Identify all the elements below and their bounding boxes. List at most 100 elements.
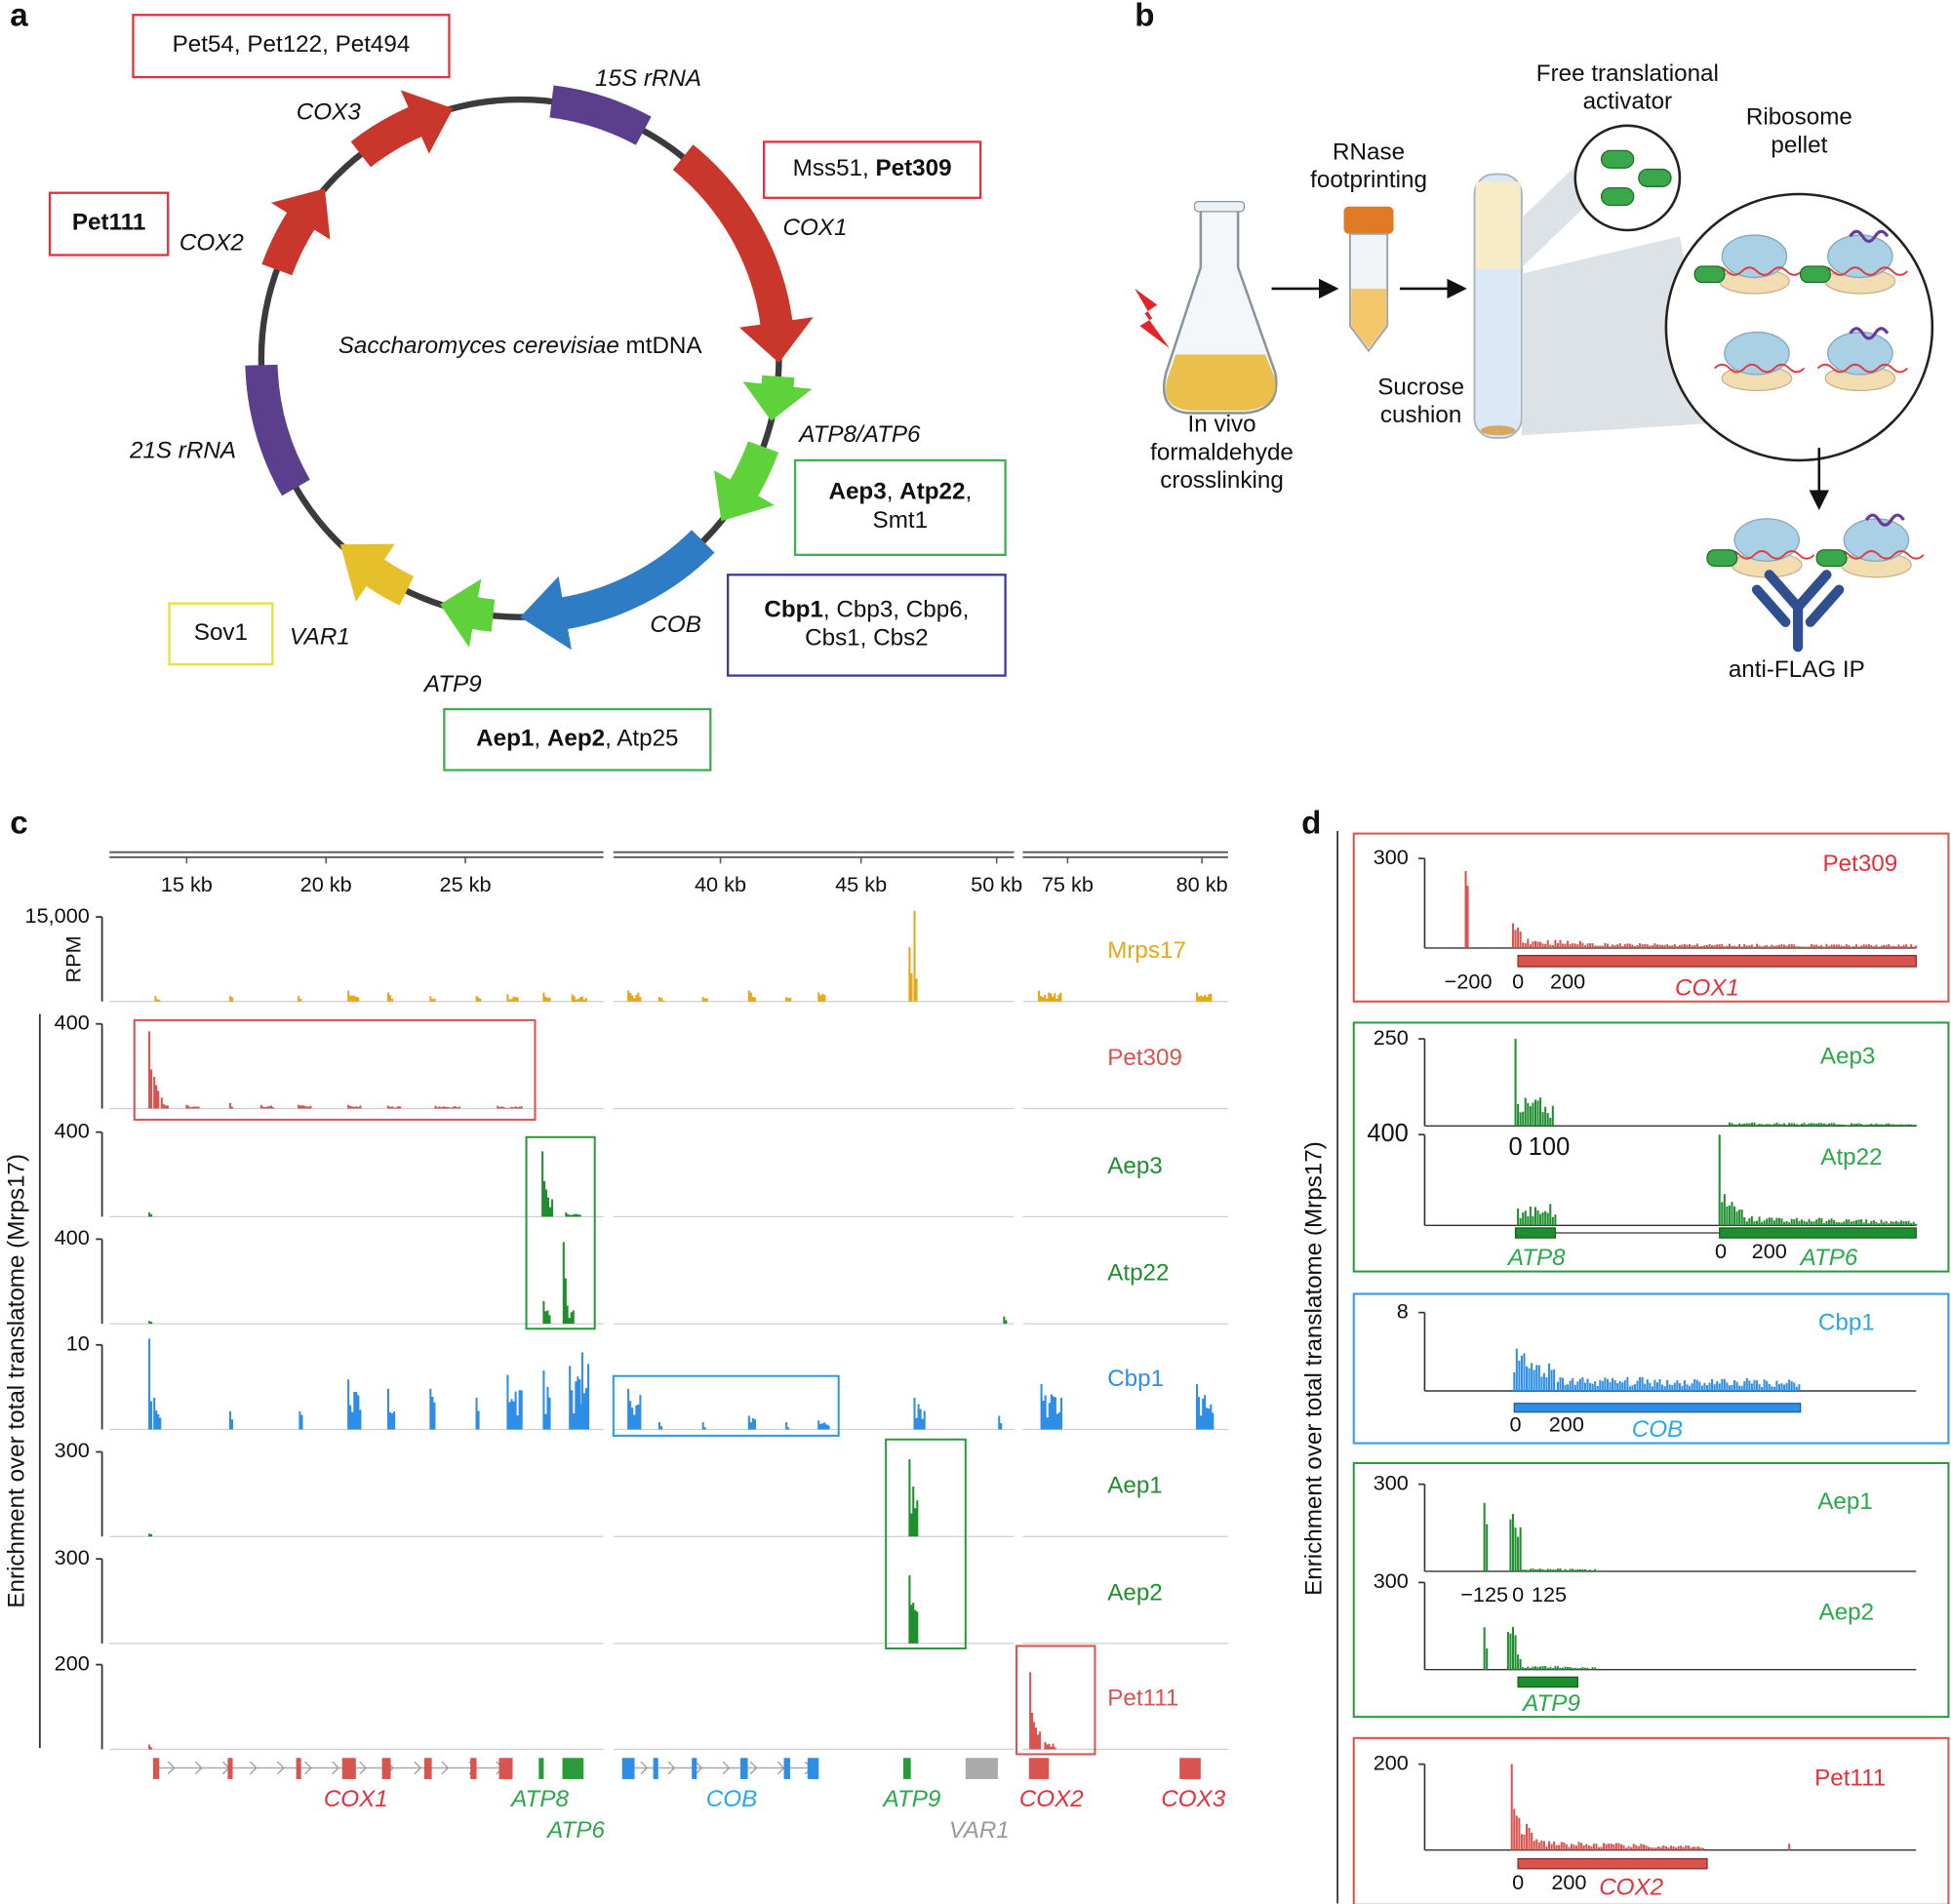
signal-trace — [1510, 1764, 1791, 1850]
gene-arrowhead — [400, 90, 454, 154]
track-name: Cbp1 — [1107, 1366, 1164, 1392]
factor-name: Sov1 — [194, 619, 248, 646]
exon — [227, 1758, 233, 1779]
gene-arc — [245, 364, 310, 496]
tick-label: 0 — [1715, 1239, 1727, 1263]
tube-cap — [1343, 206, 1394, 234]
tick-label: 200 — [1550, 969, 1585, 993]
gene-label: COX2 — [1019, 1786, 1084, 1812]
factor-name: Aep2 — [547, 726, 605, 752]
group-box — [1352, 832, 1950, 1003]
factor-name: Atp22 — [899, 479, 965, 505]
factor-line: Mss51, Pet309 — [793, 156, 952, 182]
exon — [807, 1758, 819, 1779]
gene-label: ATP8 — [509, 1786, 569, 1812]
exon — [739, 1758, 748, 1779]
signal-trace — [154, 910, 1213, 1002]
factor-line: Smt1 — [873, 507, 929, 534]
coordinate-label: 80 kb — [1176, 872, 1228, 896]
intron-chevron — [277, 1761, 285, 1775]
track-name: Cbp1 — [1818, 1310, 1875, 1336]
gene-bar — [1719, 1227, 1917, 1239]
gene-label: COX2 — [1599, 1875, 1663, 1901]
ribosome-large — [1843, 518, 1910, 562]
ribosome-large — [1721, 234, 1788, 279]
factor-line: Pet54, Pet122, Pet494 — [173, 32, 411, 59]
track-ymax: 300 — [55, 1438, 90, 1462]
track-ymax: 250 — [1374, 1025, 1409, 1050]
signal-trace — [1517, 1134, 1918, 1226]
lightning — [1135, 288, 1170, 349]
group-box — [1352, 1021, 1950, 1273]
nascent-chain — [1849, 229, 1890, 244]
gene-label: COB — [1632, 1416, 1683, 1443]
track-name: Aep3 — [1107, 1153, 1163, 1179]
gene-arrowhead — [738, 317, 814, 363]
intron-chevron — [749, 1761, 758, 1775]
factor-name: Pet309 — [875, 156, 951, 182]
track-name: Aep2 — [1819, 1600, 1875, 1626]
factor-name: , Cbp3, Cbp6, — [823, 597, 969, 623]
track-name: Mrps17 — [1107, 937, 1186, 964]
gene-arc — [672, 144, 793, 328]
signal-trace — [148, 1242, 1008, 1325]
exon — [621, 1758, 635, 1779]
factor-line: Aep3, Atp22, — [828, 479, 972, 505]
track-unit: RPM — [60, 935, 85, 982]
exon — [470, 1758, 477, 1779]
exon — [903, 1758, 911, 1779]
map-title: Saccharomyces cerevisiae mtDNA — [338, 333, 703, 359]
gene-label: COX1 — [1675, 974, 1739, 1001]
track-name: Pet111 — [1107, 1686, 1178, 1712]
gene-bar — [1517, 1857, 1708, 1870]
gene-arc — [261, 210, 316, 276]
activator — [1815, 549, 1848, 567]
track-name: Pet111 — [1814, 1765, 1886, 1791]
intron-chevron — [640, 1761, 649, 1775]
gene-arrowhead — [270, 188, 331, 240]
intron-chevron — [359, 1761, 367, 1775]
exon — [538, 1758, 544, 1779]
factor-name: Pet111 — [72, 210, 145, 236]
gene-label: COB — [650, 612, 700, 638]
factor-line: Cbs1, Cbs2 — [805, 625, 929, 652]
track-ymax: 15,000 — [25, 903, 90, 928]
highlight-box — [885, 1438, 967, 1650]
track-ymax: 300 — [1374, 1470, 1409, 1494]
gene-bar — [1514, 1227, 1557, 1239]
gene-arc — [350, 105, 424, 168]
y-axis-label: Enrichment over total translatome (Mrps1… — [3, 1154, 29, 1608]
factor-name: Cbp1 — [764, 597, 823, 623]
factor-line: Pet111 — [72, 210, 145, 236]
gene-arrowhead — [742, 381, 813, 421]
factor-box — [727, 574, 1007, 677]
track-name: Aep2 — [1107, 1579, 1163, 1606]
panel-letter: b — [1135, 0, 1154, 34]
tick-label: 0 — [1508, 1133, 1522, 1161]
gene-label: ATP8/ATP6 — [797, 421, 921, 448]
pellet — [1480, 425, 1516, 436]
gene-label: ATP9 — [422, 671, 482, 697]
highlight-box — [525, 1135, 596, 1330]
intron-chevron — [249, 1761, 258, 1775]
gene-bar — [1513, 1403, 1802, 1413]
intron-chevron — [332, 1761, 339, 1775]
gene-arrowhead — [520, 575, 572, 651]
signal-trace — [148, 1338, 1214, 1430]
exon — [423, 1758, 432, 1779]
track-ymax: 10 — [66, 1331, 90, 1356]
step-label: footprinting — [1310, 167, 1427, 193]
tick-label: 0 — [1512, 1870, 1524, 1894]
factor-line: Sov1 — [194, 619, 248, 646]
coordinate-label: 50 kb — [971, 872, 1022, 896]
factor-box — [443, 707, 712, 772]
exon — [1028, 1758, 1050, 1779]
track-ymax: 300 — [1374, 845, 1409, 869]
gene-label: VAR1 — [290, 624, 350, 651]
tick-label: 0 — [1512, 969, 1524, 993]
exon — [152, 1758, 160, 1779]
factor-name: Pet54, Pet122, Pet494 — [173, 32, 411, 59]
gene-arrowhead — [714, 470, 775, 522]
exon — [783, 1758, 790, 1779]
step-label: Sucrose — [1377, 374, 1464, 400]
